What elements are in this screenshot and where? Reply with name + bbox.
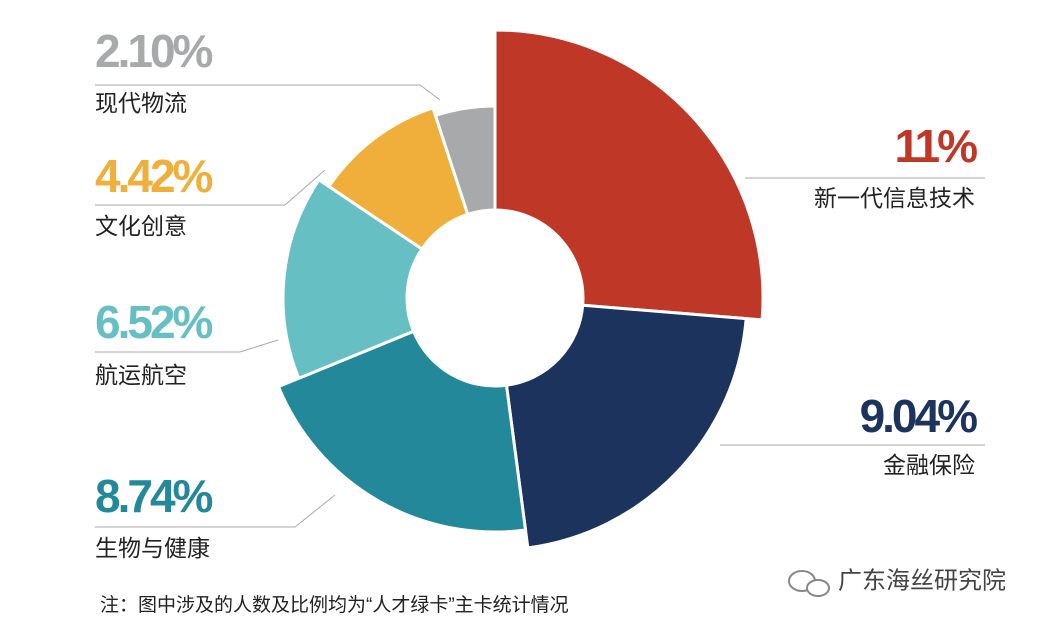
- category-label: 文化创意: [95, 213, 187, 239]
- category-label: 金融保险: [883, 452, 975, 478]
- value-label: 9.04%: [860, 390, 978, 442]
- donut-slice: [433, 104, 497, 217]
- value-label: 8.74%: [95, 470, 213, 522]
- leader-line: [95, 494, 336, 528]
- watermark: 广东海丝研究院: [838, 567, 1006, 594]
- watermark-icon: [788, 570, 830, 597]
- value-label: 2.10%: [95, 25, 213, 77]
- category-label: 现代物流: [95, 90, 187, 116]
- donut-hole: [408, 211, 582, 385]
- category-label: 新一代信息技术: [814, 185, 975, 211]
- donut-slice: [504, 303, 748, 550]
- value-label: 11%: [894, 120, 977, 172]
- donut-slice: [326, 105, 470, 252]
- donut-slice: [493, 28, 765, 322]
- leader-line: [95, 84, 441, 101]
- category-label: 航运航空: [95, 362, 187, 388]
- category-label: 生物与健康: [95, 535, 210, 561]
- note: 注：图中涉及的人数及比例均为“人才绿卡”主卡统计情况: [100, 594, 569, 616]
- leader-line: [95, 169, 326, 206]
- value-label: 4.42%: [95, 150, 213, 202]
- leader-line: [95, 339, 279, 353]
- donut-slice: [276, 329, 528, 534]
- value-label: 6.52%: [95, 296, 213, 348]
- donut-slice: [281, 177, 425, 381]
